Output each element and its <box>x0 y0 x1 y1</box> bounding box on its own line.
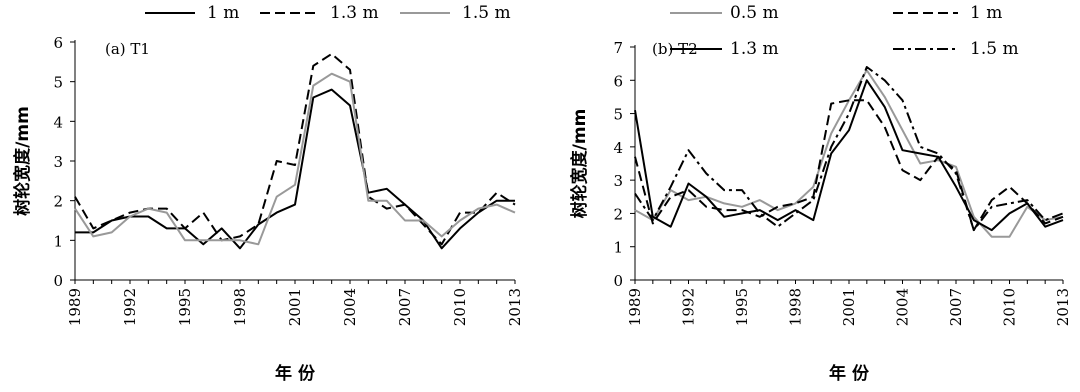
y-tick-label: 2 <box>613 205 623 223</box>
x-tick-label: 1998 <box>787 288 805 326</box>
legend-label: 1 m <box>970 3 1002 23</box>
x-tick-label: 2010 <box>451 288 469 326</box>
y-tick-label: 1 <box>613 239 623 257</box>
y-tick-label: 3 <box>613 172 623 190</box>
x-axis-title: 年 份 <box>275 363 316 384</box>
series-line-1-5-m <box>74 72 516 246</box>
x-tick-label: 2001 <box>286 288 304 326</box>
y-tick-label: 0 <box>613 272 623 290</box>
y-tick-label: 1 <box>53 232 63 250</box>
y-axis-title: 树轮宽度/mm <box>12 106 33 216</box>
series-line-1-m <box>634 99 1064 232</box>
x-tick-label: 2007 <box>947 288 965 326</box>
y-tick-label: 5 <box>613 106 623 124</box>
x-tick-label: 2004 <box>894 288 912 326</box>
x-tick-label: 1992 <box>680 288 698 326</box>
x-tick-label: 1989 <box>66 288 84 326</box>
legend-label: 1.3 m <box>330 3 379 23</box>
legend-label: 1.5 m <box>970 39 1019 59</box>
x-tick-label: 2004 <box>341 288 359 326</box>
x-tick-label: 1995 <box>176 288 194 326</box>
chart-panel-2: 0 1 2 3 4 5 6 7 1989 1992 1995 1998 2001 2004 2007 2010… <box>569 3 1072 384</box>
y-tick-label: 4 <box>53 113 63 131</box>
legend-label: 1 m <box>207 3 239 23</box>
x-tick-label: 2010 <box>1001 288 1019 326</box>
x-tick-label: 2013 <box>506 288 524 326</box>
legend-label: 1.5 m <box>462 3 511 23</box>
series-line-1-m <box>75 88 515 250</box>
chart-panel-1: 0 1 2 3 4 5 6 1989 1992 1995 1998 2001 2004 2007 2010 2… <box>12 3 524 384</box>
x-axis-title: 年 份 <box>829 363 870 384</box>
y-tick-label: 0 <box>53 272 63 290</box>
legend-label: 1.3 m <box>730 39 779 59</box>
y-tick-label: 2 <box>53 193 63 211</box>
x-tick-label: 2007 <box>396 288 414 326</box>
legend-label: 0.5 m <box>730 3 779 23</box>
x-tick-label: 2001 <box>840 288 858 326</box>
y-tick-label: 3 <box>53 153 63 171</box>
y-tick-label: 6 <box>53 34 63 52</box>
y-axis-title: 树轮宽度/mm <box>569 109 590 219</box>
x-tick-label: 1995 <box>733 288 751 326</box>
y-tick-label: 7 <box>613 39 623 57</box>
y-tick-label: 6 <box>613 72 623 90</box>
x-tick-label: 1998 <box>231 288 249 326</box>
x-tick-label: 1992 <box>121 288 139 326</box>
x-tick-label: 2013 <box>1054 288 1072 326</box>
series-line-0-5-m <box>634 69 1064 238</box>
series-line-1-3-m <box>634 79 1064 232</box>
x-tick-label: 1989 <box>626 288 644 326</box>
panel-label: (a) T1 <box>105 40 150 58</box>
y-tick-label: 4 <box>613 139 623 157</box>
y-tick-label: 5 <box>53 74 63 92</box>
series-line-1-5-m <box>634 66 1064 232</box>
